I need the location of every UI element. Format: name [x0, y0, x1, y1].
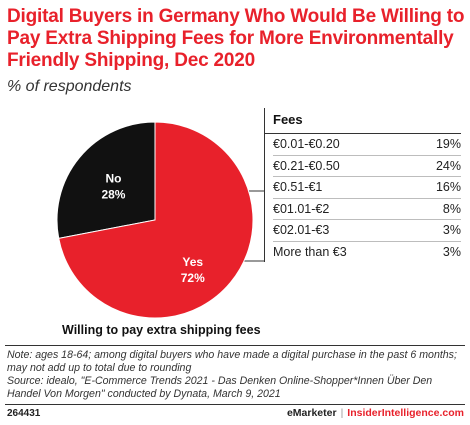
fee-range: €0.21-€0.50	[273, 158, 340, 173]
fee-percent: 8%	[442, 201, 461, 216]
fee-range: €0.51-€1	[273, 180, 323, 195]
chart-id: 264431	[7, 408, 41, 419]
footer-brand: eMarketer | InsiderIntelligence.com	[287, 407, 464, 419]
brand-name: eMarketer	[286, 407, 337, 419]
pie-caption: Willing to pay extra shipping fees	[62, 323, 261, 337]
fees-table-row: €0.01-€0.20 19%	[273, 134, 461, 156]
fees-table-row: More than €3 3%	[273, 242, 461, 263]
fee-percent: 3%	[442, 244, 461, 259]
brand-separator: |	[340, 407, 344, 419]
fee-percent: 16%	[435, 180, 461, 195]
pie-slice-no	[56, 121, 156, 239]
fee-range: €0.01-€0.20	[273, 137, 340, 152]
pie-label-yes: Yes	[182, 255, 203, 269]
fees-table-row: €0.51-€1 16%	[273, 177, 461, 199]
fee-percent: 19%	[435, 137, 461, 152]
fee-range: €01.01-€2	[273, 201, 330, 216]
fees-table-header: Fees	[265, 108, 461, 134]
chart-title: Digital Buyers in Germany Who Would Be W…	[7, 6, 465, 71]
fee-percent: 24%	[435, 158, 461, 173]
fee-range: €02.01-€3	[273, 223, 330, 238]
footer-divider	[5, 404, 465, 405]
pie-value-yes: 72%	[181, 271, 205, 285]
notes-divider	[5, 345, 465, 346]
chart-subtitle: % of respondents	[7, 78, 132, 95]
fee-range: More than €3	[273, 244, 347, 259]
pie-value-no: 28%	[101, 188, 125, 202]
fee-percent: 3%	[442, 223, 461, 238]
fees-table-body: €0.01-€0.20 19% €0.21-€0.50 24% €0.51-€1 16% €…	[265, 134, 461, 262]
pie-slice-yes	[58, 121, 254, 319]
fees-table-row: €01.01-€2 8%	[273, 199, 461, 220]
fees-table-row: €0.21-€0.50 24%	[273, 156, 461, 177]
source-text: Source: idealo, "E-Commerce Trends 2021 …	[7, 375, 433, 400]
notes-block: Note: ages 18-64; among digital buyers w…	[7, 349, 465, 401]
fees-table-row: €02.01-€3 3%	[273, 220, 461, 242]
note-text: Note: ages 18-64; among digital buyers w…	[7, 349, 457, 374]
pie-label-no: No	[105, 172, 121, 186]
fees-table: Fees €0.01-€0.20 19% €0.21-€0.50 24% €0.51-€…	[264, 108, 461, 262]
brand-site-link[interactable]: InsiderIntelligence.com	[347, 407, 464, 419]
